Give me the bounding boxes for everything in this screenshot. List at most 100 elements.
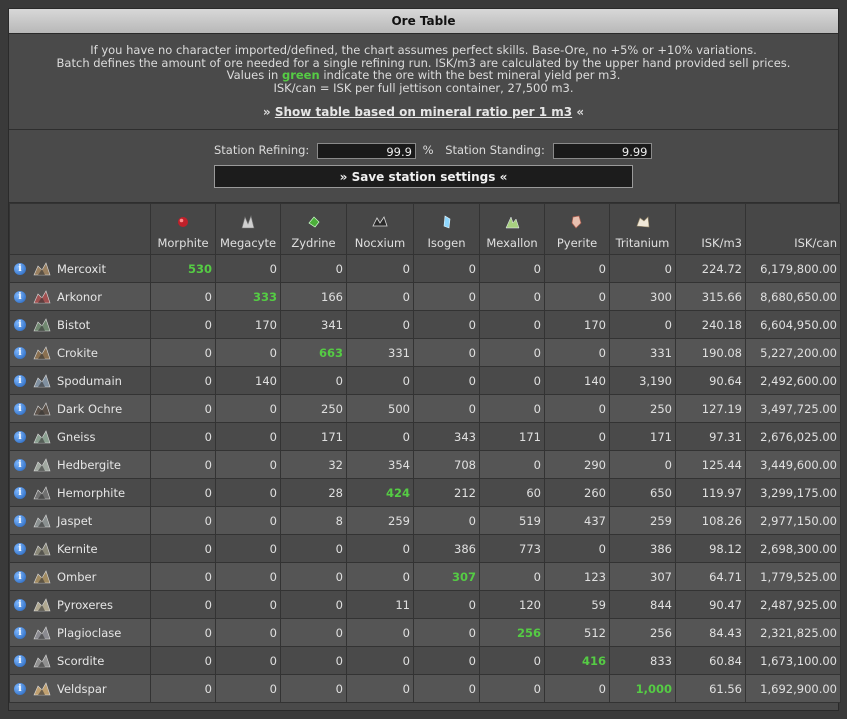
cell-pyerite: 0 [544, 338, 610, 367]
cell-zydrine: 250 [280, 394, 347, 423]
info-icon[interactable]: i [14, 486, 26, 499]
cell-isk-m3: 190.08 [675, 338, 746, 367]
cell-isk-can: 6,179,800.00 [745, 254, 841, 283]
ore-name-cell: i Jaspet [9, 506, 151, 535]
cell-zydrine: 171 [280, 422, 347, 451]
ore-icon [32, 261, 52, 277]
ore-icon [32, 401, 52, 417]
cell-pyerite: 170 [544, 310, 610, 339]
cell-zydrine: 28 [280, 478, 347, 507]
cell-isk-m3: 315.66 [675, 282, 746, 311]
cell-pyerite: 59 [544, 590, 610, 619]
cell-morphite: 0 [150, 422, 216, 451]
info-icon[interactable]: i [14, 570, 26, 583]
table-row: i Scordite 0 0 0 0 0 0 416 833 60.84 1,673,100.00 [9, 646, 841, 675]
station-refining-input[interactable]: 99.9 [316, 142, 416, 159]
ore-name-cell: i Gneiss [9, 422, 151, 451]
info-icon[interactable]: i [14, 374, 26, 387]
info-icon[interactable]: i [14, 682, 26, 695]
cell-pyerite: 260 [544, 478, 610, 507]
ore-name: Gneiss [57, 429, 96, 444]
cell-nocxium: 331 [346, 338, 414, 367]
name-header [9, 203, 151, 255]
info-icon[interactable]: i [14, 542, 26, 555]
table-row: i Mercoxit 530 0 0 0 0 0 0 0 224.72 6,179,800.00 [9, 254, 841, 283]
cell-megacyte: 0 [215, 618, 281, 647]
column-header-pyerite: Pyerite [544, 203, 610, 255]
cell-zydrine: 0 [280, 562, 347, 591]
info-icon[interactable]: i [14, 626, 26, 639]
ore-table: Morphite Megacyte Zydrine Nocxium Isogen Mexa… [9, 203, 841, 703]
cell-tritanium: 259 [609, 506, 676, 535]
ore-name: Jaspet [57, 513, 93, 528]
ore-name: Pyroxeres [57, 597, 113, 612]
info-icon[interactable]: i [14, 290, 26, 303]
station-settings: Station Refining: 99.9 % Station Standin… [9, 130, 838, 203]
station-standing-input[interactable]: 9.99 [552, 142, 652, 159]
ore-name-cell: i Plagioclase [9, 618, 151, 647]
show-ratio-table-link[interactable]: Show table based on mineral ratio per 1 … [274, 105, 573, 119]
cell-isk-can: 2,492,600.00 [745, 366, 841, 395]
save-station-settings-button[interactable]: » Save station settings « [214, 165, 633, 188]
cell-zydrine: 0 [280, 590, 347, 619]
settings-row: Station Refining: 99.9 % Station Standin… [214, 141, 652, 159]
morphite-icon [174, 214, 192, 230]
column-label: Nocxium [354, 236, 406, 250]
cell-pyerite: 140 [544, 366, 610, 395]
cell-isk-m3: 60.84 [675, 646, 746, 675]
cell-megacyte: 0 [215, 562, 281, 591]
cell-zydrine: 341 [280, 310, 347, 339]
cell-pyerite: 0 [544, 282, 610, 311]
cell-pyerite: 0 [544, 422, 610, 451]
tritanium-icon [634, 214, 652, 230]
cell-isk-can: 5,227,200.00 [745, 338, 841, 367]
cell-pyerite: 512 [544, 618, 610, 647]
info-icon[interactable]: i [14, 262, 26, 275]
cell-megacyte: 0 [215, 534, 281, 563]
cell-megacyte: 0 [215, 674, 281, 703]
cell-nocxium: 0 [346, 618, 414, 647]
cell-mexallon: 0 [479, 394, 545, 423]
info-icon[interactable]: i [14, 346, 26, 359]
cell-isogen: 0 [413, 646, 480, 675]
cell-megacyte: 333 [215, 282, 281, 311]
table-row: i Plagioclase 0 0 0 0 0 256 512 256 84.43 2,321,825… [9, 618, 841, 647]
cell-isogen: 0 [413, 506, 480, 535]
cell-megacyte: 140 [215, 366, 281, 395]
cell-megacyte: 0 [215, 338, 281, 367]
ore-icon [32, 429, 52, 445]
ore-name-cell: i Arkonor [9, 282, 151, 311]
cell-tritanium: 250 [609, 394, 676, 423]
cell-isk-m3: 84.43 [675, 618, 746, 647]
info-icon[interactable]: i [14, 318, 26, 331]
cell-isk-can: 6,604,950.00 [745, 310, 841, 339]
column-header-tritanium: Tritanium [609, 203, 676, 255]
cell-pyerite: 437 [544, 506, 610, 535]
info-line: ISK/can = ISK per full jettison containe… [273, 80, 574, 95]
cell-pyerite: 290 [544, 450, 610, 479]
info-icon[interactable]: i [14, 458, 26, 471]
cell-nocxium: 0 [346, 646, 414, 675]
column-header-isogen: Isogen [413, 203, 480, 255]
column-label: Isogen [427, 236, 466, 250]
info-icon[interactable]: i [14, 654, 26, 667]
pyerite-icon [568, 214, 586, 230]
cell-isogen: 0 [413, 590, 480, 619]
ore-name: Bistot [57, 317, 91, 332]
megacyte-icon [239, 214, 257, 230]
ore-name-cell: i Spodumain [9, 366, 151, 395]
column-label: Mexallon [486, 236, 538, 250]
info-icon[interactable]: i [14, 514, 26, 527]
info-icon[interactable]: i [14, 598, 26, 611]
cell-mexallon: 0 [479, 450, 545, 479]
table-header: Morphite Megacyte Zydrine Nocxium Isogen Mexa… [9, 203, 841, 255]
info-icon[interactable]: i [14, 430, 26, 443]
cell-isogen: 0 [413, 618, 480, 647]
info-icon[interactable]: i [14, 402, 26, 415]
cell-mexallon: 0 [479, 562, 545, 591]
station-refining-label: Station Refining: [214, 143, 310, 157]
ore-icon [32, 653, 52, 669]
ore-name-cell: i Crokite [9, 338, 151, 367]
cell-mexallon: 60 [479, 478, 545, 507]
cell-isk-can: 1,673,100.00 [745, 646, 841, 675]
